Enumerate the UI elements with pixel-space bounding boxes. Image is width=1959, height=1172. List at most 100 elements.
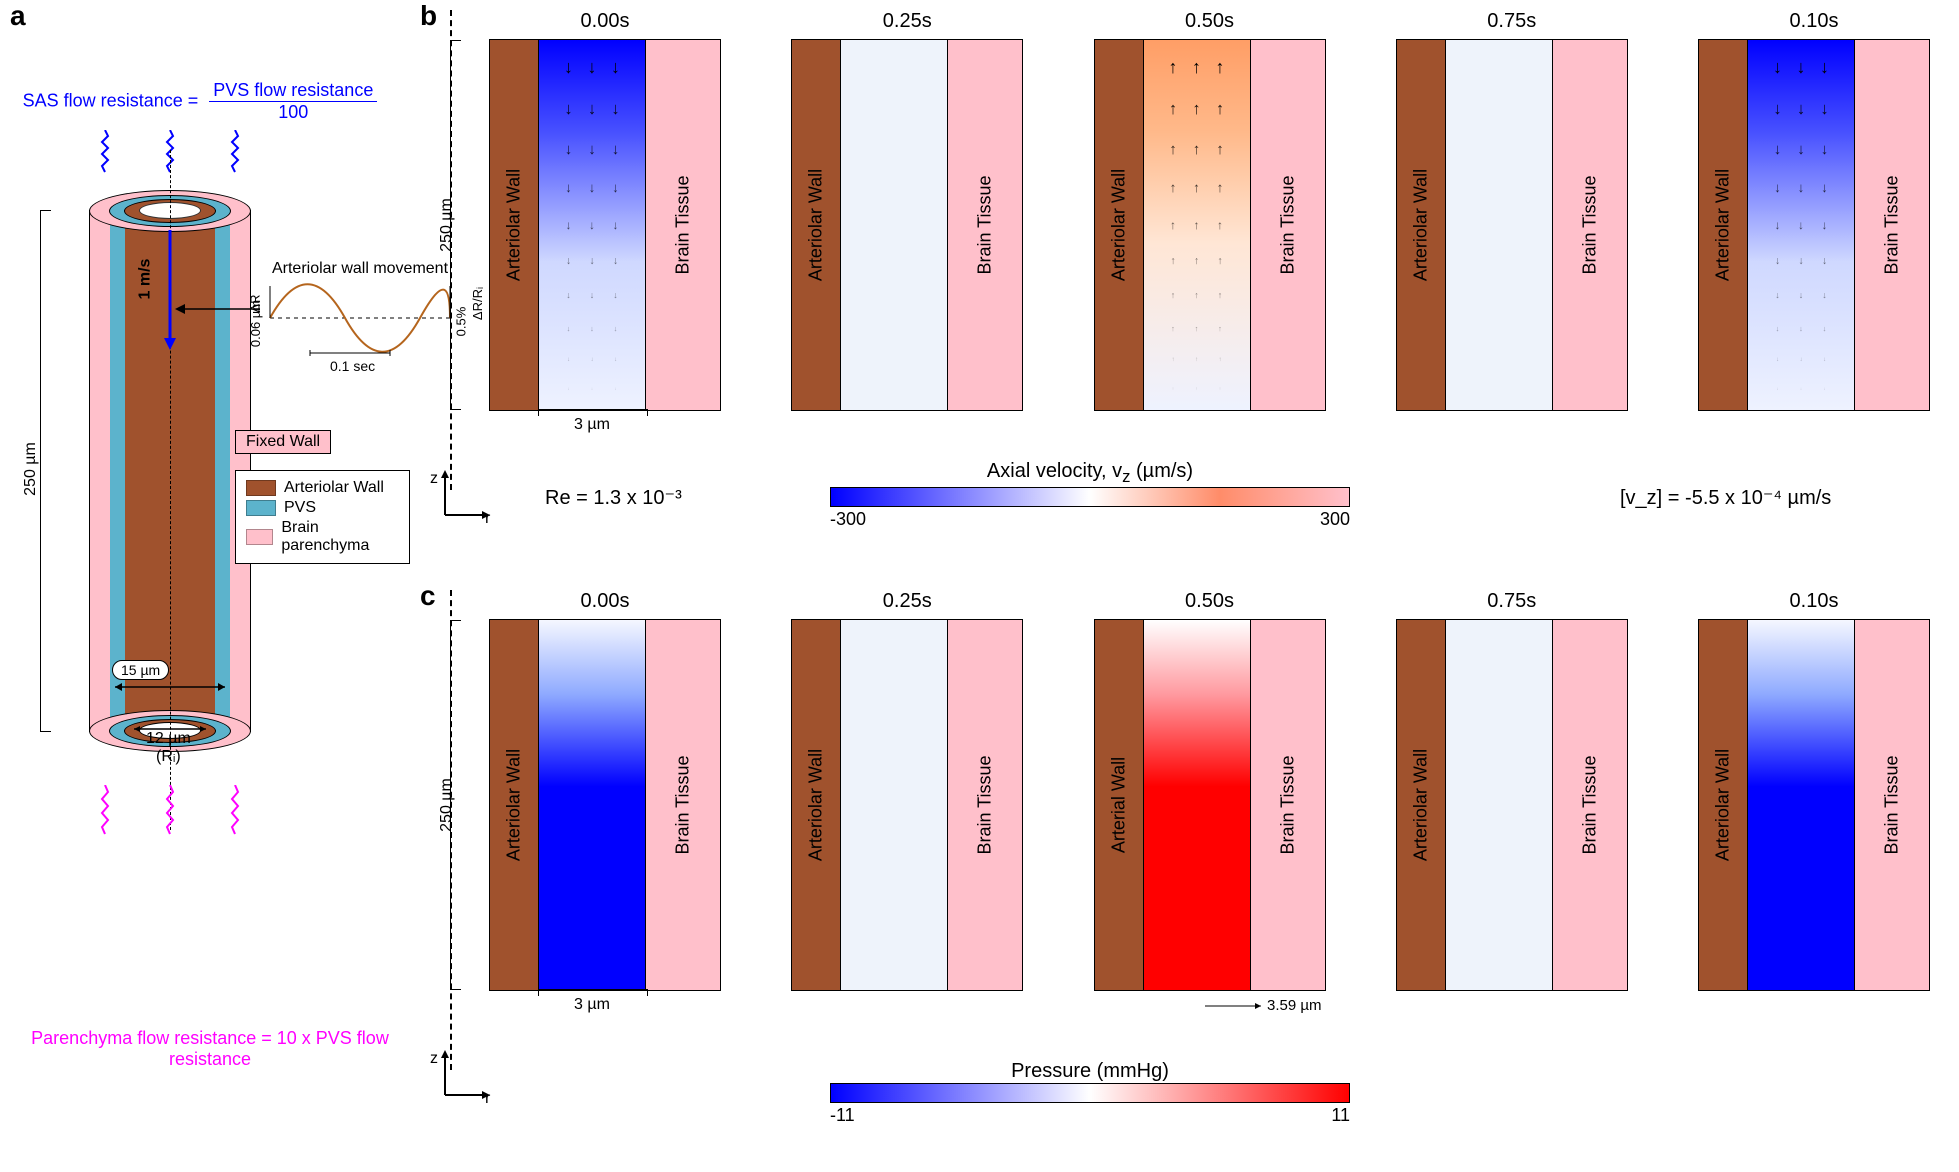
pvs-region: ↓↓↓↓↓↓↓↓↓↓↓↓↓↓↓↓↓↓↓↓↓↓↓↓↓↓↓↓↓↓	[539, 40, 645, 410]
axes-b-r: r	[485, 510, 490, 528]
cross-section: Arteriolar Wall↓↓↓↓↓↓↓↓↓↓↓↓↓↓↓↓↓↓↓↓↓↓↓↓↓…	[1698, 39, 1930, 411]
brain-tissue-region: Brain Tissue	[1552, 620, 1627, 990]
sas-eq-den: 100	[209, 102, 377, 123]
cross-section: Arteriolar Wall ↓↓↓↓↓↓↓↓↓↓↓↓↓↓↓↓↓↓↓↓↓↓↓↓↓…	[489, 39, 721, 411]
c-snapshot: 0.75s Arteriolar Wall Brain Tissue	[1377, 590, 1647, 991]
panel-c-row: 0.00sArteriolar WallBrain Tissue250 µm3 …	[470, 590, 1949, 991]
brain-tissue-label: Brain Tissue	[975, 175, 996, 274]
panel-label-b: b	[420, 0, 437, 32]
brain-tissue-region: Brain Tissue	[947, 620, 1022, 990]
cross-section: Arterial Wall 3.59 µm Brain Tissue	[1094, 619, 1326, 991]
panel-label-c: c	[420, 580, 436, 612]
brain-tissue-label: Brain Tissue	[1579, 175, 1600, 274]
legend-label-pvs: PVS	[284, 499, 316, 517]
wave-pointer-arrow-icon	[175, 302, 265, 316]
pressure-colorbar-bar	[830, 1083, 1350, 1103]
cross-section: Arteriolar Wall↑↑↑↑↑↑↑↑↑↑↑↑↑↑↑↑↑↑↑↑↑↑↑↑↑…	[1094, 39, 1326, 411]
cross-section: Arteriolar Wall Brain Tissue	[1698, 619, 1930, 991]
r-inner-label: 12 µm (Rᵢ)	[146, 730, 191, 766]
c-snapshot: 0.50sArterial Wall 3.59 µmBrain Tissue	[1075, 590, 1345, 991]
r-inner-arrow-icon	[130, 725, 210, 733]
cross-section: Arteriolar Wall Brain Tissue	[1396, 39, 1628, 411]
brain-tissue-label: Brain Tissue	[1882, 175, 1903, 274]
c-snapshot: 0.00sArteriolar WallBrain Tissue250 µm3 …	[470, 590, 740, 991]
height-marker-label: 250 µm	[438, 198, 456, 252]
velocity-arrows-icon: ↓↓↓↓↓↓↓↓↓↓↓↓↓↓↓↓↓↓↓↓↓↓↓↓↓↓↓↓↓↓	[1754, 46, 1848, 404]
velocity-arrows-icon: ↓↓↓↓↓↓↓↓↓↓↓↓↓↓↓↓↓↓↓↓↓↓↓↓↓↓↓↓↓↓	[545, 46, 639, 404]
arteriolar-wall-label: Arteriolar Wall	[806, 749, 827, 861]
arteriolar-wall-region: Arteriolar Wall	[1397, 40, 1446, 410]
overlay-dim-label: 3.59 µm	[1203, 997, 1322, 1014]
pressure-colorbar-ticks: -11 11	[830, 1105, 1350, 1126]
cross-section: Arteriolar WallBrain Tissue250 µm3 µm	[489, 619, 721, 991]
b-snapshot: 0.50s Arteriolar Wall↑↑↑↑↑↑↑↑↑↑↑↑↑↑↑↑↑↑↑↑…	[1075, 10, 1345, 411]
panel-a: SAS flow resistance = PVS flow resistanc…	[10, 30, 410, 1130]
pvs-region: 3.59 µm	[1144, 620, 1250, 990]
brain-tissue-label: Brain Tissue	[1882, 755, 1903, 854]
snapshot-time-label: 0.75s	[1377, 10, 1647, 33]
brain-tissue-region: Brain Tissue	[1854, 40, 1929, 410]
sas-resistance-eq: SAS flow resistance = PVS flow resistanc…	[10, 80, 390, 123]
legend-a: Arteriolar Wall PVS Brain parenchyma	[235, 470, 410, 564]
sas-eq-num: PVS flow resistance	[209, 80, 377, 102]
r-outer-arrow-icon	[110, 682, 230, 692]
arteriolar-wall-label: Arteriolar Wall	[1410, 169, 1431, 281]
velocity-arrows-icon: ↑↑↑↑↑↑↑↑↑↑↑↑↑↑↑↑↑↑↑↑↑↑↑↑↑↑↑↑↑↑	[1150, 46, 1244, 404]
blood-velocity-arrow-icon	[162, 230, 178, 350]
axes-c-z: z	[430, 1050, 438, 1068]
arteriolar-wall-region: Arteriolar Wall	[1699, 40, 1748, 410]
brain-tissue-region: Brain Tissue	[645, 620, 720, 990]
reynolds-label: Re = 1.3 x 10⁻³	[545, 485, 682, 510]
brain-tissue-label: Brain Tissue	[1579, 755, 1600, 854]
pvs-region	[1748, 620, 1854, 990]
panel-b-row: 0.00sArteriolar Wall↓↓↓↓↓↓↓↓↓↓↓↓↓↓↓↓↓↓↓↓…	[470, 10, 1949, 411]
r-outer-label: 15 µm	[112, 660, 169, 680]
arteriolar-wall-region: Arteriolar Wall	[792, 40, 841, 410]
legend-swatch-pvs	[246, 500, 276, 516]
velocity-colorbar-title: Axial velocity, vz (µm/s)	[830, 460, 1350, 487]
brain-tissue-region: Brain Tissue	[645, 40, 720, 410]
figure: a b c SAS flow resistance = PVS flow res…	[0, 0, 1959, 1172]
arteriolar-wall-region: Arterial Wall	[1095, 620, 1144, 990]
brain-tissue-label: Brain Tissue	[1277, 755, 1298, 854]
wall-movement-inset: Arteriolar wall movement ΔR 0.06 µm ΔR/R…	[260, 260, 460, 390]
height-marker-label: 250 µm	[438, 778, 456, 832]
cross-section: Arteriolar Wall Brain Tissue	[791, 619, 1023, 991]
arteriolar-wall-region: Arteriolar Wall	[490, 40, 539, 410]
pvs-region	[539, 620, 645, 990]
pvs-region: ↑↑↑↑↑↑↑↑↑↑↑↑↑↑↑↑↑↑↑↑↑↑↑↑↑↑↑↑↑↑	[1144, 40, 1250, 410]
wave-plot-icon	[260, 278, 460, 358]
b-snapshot: 0.75s Arteriolar Wall Brain Tissue	[1377, 10, 1647, 411]
b-snapshot: 0.10sArteriolar Wall↓↓↓↓↓↓↓↓↓↓↓↓↓↓↓↓↓↓↓↓…	[1679, 10, 1949, 411]
snapshot-time-label: 0.50s	[1075, 10, 1345, 33]
fixed-wall-label: Fixed Wall	[235, 430, 331, 454]
parenchyma-springs-icon	[95, 785, 245, 840]
brain-tissue-label: Brain Tissue	[673, 755, 694, 854]
legend-label-brain: Brain parenchyma	[281, 519, 399, 555]
pvs-width-marker: 3 µm	[538, 989, 646, 1014]
pvs-width-marker: 3 µm	[538, 409, 646, 434]
sas-eq-frac: PVS flow resistance 100	[209, 80, 377, 123]
brain-tissue-region: Brain Tissue	[1250, 40, 1325, 410]
brain-tissue-region: Brain Tissue	[1250, 620, 1325, 990]
arteriolar-wall-label: Arteriolar Wall	[504, 169, 525, 281]
axes-c-r: r	[485, 1090, 490, 1108]
cross-section: Arteriolar Wall Brain Tissue	[791, 39, 1023, 411]
arteriolar-wall-region: Arteriolar Wall	[1699, 620, 1748, 990]
arteriolar-wall-region: Arteriolar Wall	[1397, 620, 1446, 990]
arteriolar-wall-region: Arteriolar Wall	[792, 620, 841, 990]
legend-swatch-brain	[246, 529, 273, 545]
brain-tissue-label: Brain Tissue	[673, 175, 694, 274]
pvs-region	[841, 620, 947, 990]
snapshot-time-label: 0.25s	[772, 590, 1042, 613]
arteriolar-wall-label: Arterial Wall	[1108, 757, 1129, 853]
arteriolar-wall-region: Arteriolar Wall	[1095, 40, 1144, 410]
wave-title: Arteriolar wall movement	[260, 260, 460, 278]
snapshot-time-label: 0.75s	[1377, 590, 1647, 613]
brain-tissue-region: Brain Tissue	[1552, 40, 1627, 410]
snapshot-time-label: 0.25s	[772, 10, 1042, 33]
parenchyma-resistance-eq: Parenchyma flow resistance = 10 x PVS fl…	[10, 1028, 410, 1070]
arteriolar-wall-label: Arteriolar Wall	[1713, 749, 1734, 861]
sas-eq-lhs: SAS flow resistance =	[23, 90, 199, 110]
velocity-colorbar-bar	[830, 487, 1350, 507]
